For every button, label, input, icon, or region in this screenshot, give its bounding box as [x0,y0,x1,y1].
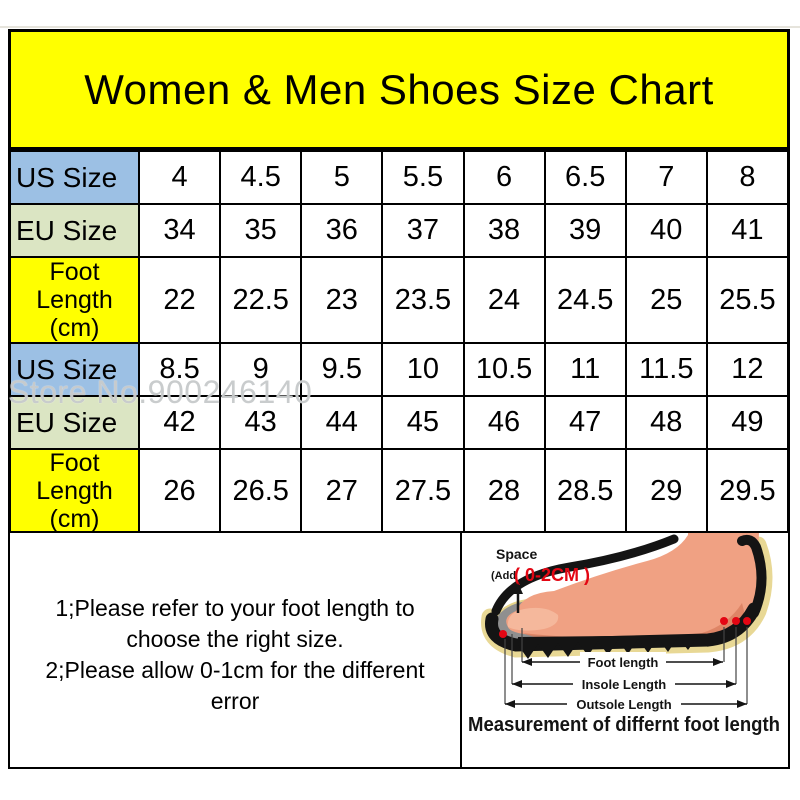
heel-marker-dot [732,617,740,625]
note-line: error [210,688,260,714]
space-label: Space [496,546,537,562]
size-cell: 6.5 [544,151,626,204]
size-cell: 47 [544,396,626,449]
size-cell: 23 [301,257,383,343]
chart-title-banner: Women & Men Shoes Size Chart [8,29,790,150]
size-cell: 23.5 [382,257,464,343]
sizing-notes: 1;Please refer to your foot length to ch… [10,533,462,767]
size-cell: 39 [544,204,626,257]
size-cell: 26 [139,449,221,533]
size-cell: 49 [706,396,788,449]
size-cell: 10.5 [463,343,545,396]
size-cell: 35 [220,204,302,257]
size-cell: 28 [463,449,545,533]
size-cell: 45 [382,396,464,449]
row-label-us-size-2: US Size [10,343,139,396]
row-label-us-size-1: US Size [10,151,139,204]
label-bg [567,694,681,713]
note-line: 2;Please allow 0-1cm for the different [45,657,425,683]
size-cell: 5 [301,151,383,204]
size-cell: 5.5 [382,151,464,204]
size-cell: 4 [139,151,221,204]
note-line: choose the right size. [126,626,344,652]
foot-shape [506,533,759,638]
row-label-eu-size-2: EU Size [10,396,139,449]
size-cell: 10 [382,343,464,396]
size-cell: 27.5 [382,449,464,533]
size-cell: 4.5 [220,151,302,204]
size-cell: 27 [301,449,383,533]
label-bg [573,674,675,693]
size-cell: 24 [463,257,545,343]
foot-label-line: (cm) [49,505,100,533]
size-cell: 22.5 [220,257,302,343]
size-cell: 37 [382,204,464,257]
size-cell: 11 [544,343,626,396]
size-cell: 7 [625,151,707,204]
arrowhead [505,700,515,708]
foot-length-label: Foot length [588,655,659,670]
diagram-caption: Measurement of differnt foot length [468,714,780,736]
size-cell: 29 [625,449,707,533]
size-cell: 42 [139,396,221,449]
foot-label-line: (cm) [49,314,100,342]
arrowhead [726,680,736,688]
outsole-length-label: Outsole Length [576,697,671,712]
toe-marker-dot [499,630,507,638]
heel-marker-dot [743,617,751,625]
size-cell: 48 [625,396,707,449]
tread-teeth [518,635,712,659]
page-title: Women & Men Shoes Size Chart [84,65,714,113]
foot-label-line: Foot [49,258,100,286]
foot-diagram-svg: Space (Add ( 0-2CM ) Foot length Insole … [468,533,780,736]
size-cell: 8.5 [139,343,221,396]
size-cell: 24.5 [544,257,626,343]
label-bg [580,652,666,671]
add-label: (Add [491,570,516,582]
arrowhead [737,700,747,708]
foot-label-line: Length [36,286,113,314]
space-arrowhead [513,583,523,594]
insole-length-label: Insole Length [582,677,667,692]
size-cell: 12 [706,343,788,396]
row-label-foot-length-2: Foot Length (cm) [10,449,139,533]
foot-measurement-diagram: Space (Add ( 0-2CM ) Foot length Insole … [462,533,788,767]
size-cell: 38 [463,204,545,257]
foot-label-line: Length [36,477,113,505]
heel-back-edge [737,534,767,618]
size-cell: 28.5 [544,449,626,533]
size-table: US Size 4 4.5 5 5.5 6 6.5 7 8 EU Size 34… [8,149,790,535]
size-cell: 34 [139,204,221,257]
space-value: ( 0-2CM ) [514,565,590,585]
arrowhead [522,658,532,666]
size-cell: 22 [139,257,221,343]
bottom-section: 1;Please refer to your foot length to ch… [8,531,790,769]
arrowhead [512,680,522,688]
top-divider-line [0,26,800,28]
heel-marker-dot [720,617,728,625]
size-cell: 25.5 [706,257,788,343]
foot-label-line: Foot [49,449,100,477]
row-label-eu-size-1: EU Size [10,204,139,257]
size-cell: 25 [625,257,707,343]
size-cell: 11.5 [625,343,707,396]
size-cell: 46 [463,396,545,449]
size-cell: 9.5 [301,343,383,396]
size-cell: 43 [220,396,302,449]
size-cell: 40 [625,204,707,257]
instep-edge [491,534,679,616]
size-cell: 29.5 [706,449,788,533]
toe-highlight [507,607,559,631]
size-cell: 8 [706,151,788,204]
size-cell: 9 [220,343,302,396]
size-cell: 36 [301,204,383,257]
note-line: 1;Please refer to your foot length to [55,595,415,621]
size-cell: 26.5 [220,449,302,533]
size-cell: 44 [301,396,383,449]
arrowhead [713,658,723,666]
size-cell: 6 [463,151,545,204]
size-cell: 41 [706,204,788,257]
row-label-foot-length-1: Foot Length (cm) [10,257,139,343]
